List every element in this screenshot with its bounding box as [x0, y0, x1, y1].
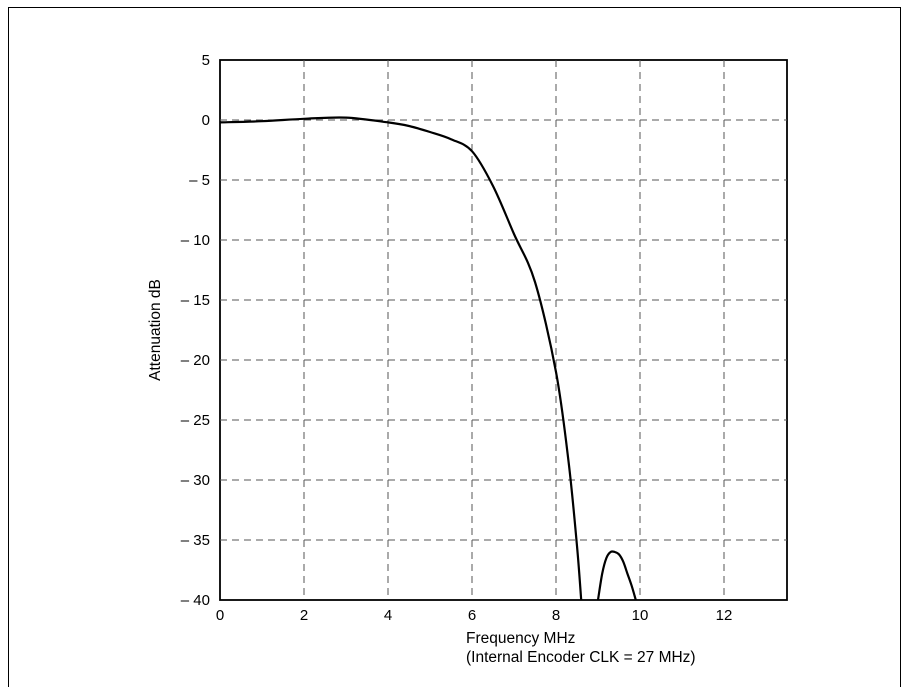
x-tick-label: 8 — [552, 607, 560, 624]
y-tick-label: 0 — [202, 112, 210, 129]
y-tick-label: – 25 — [181, 412, 210, 429]
y-axis-ticks: 5 0 – 5 – 10 – 15 – 20 – 25 – 30 – 35 – 40 — [181, 52, 210, 609]
x-axis-ticks: 0 2 4 6 8 10 12 — [216, 607, 733, 624]
series-line-2 — [596, 550, 637, 601]
x-tick-label: 4 — [384, 607, 392, 624]
x-axis-label: Frequency MHz — [466, 630, 575, 647]
x-tick-label: 6 — [468, 607, 476, 624]
y-tick-label: – 5 — [189, 172, 210, 189]
x-tick-label: 0 — [216, 607, 224, 624]
y-tick-label: – 10 — [181, 232, 210, 249]
y-tick-label: – 30 — [181, 472, 210, 489]
y-tick-label: 5 — [202, 52, 210, 69]
figure-frame — [8, 7, 901, 687]
series-line-1 — [219, 116, 583, 601]
y-tick-label: – 40 — [181, 592, 210, 609]
x-tick-label: 10 — [632, 607, 649, 624]
x-tick-label: 2 — [300, 607, 308, 624]
y-axis-label: Attenuation dB — [147, 279, 164, 381]
y-tick-label: – 20 — [181, 352, 210, 369]
grid-lines — [220, 60, 787, 600]
x-axis-label-note: (Internal Encoder CLK = 27 MHz) — [466, 649, 696, 666]
y-tick-label: – 35 — [181, 532, 210, 549]
series-group — [219, 116, 637, 601]
y-tick-label: – 15 — [181, 292, 210, 309]
plot-area — [219, 59, 788, 601]
x-tick-label: 12 — [716, 607, 733, 624]
